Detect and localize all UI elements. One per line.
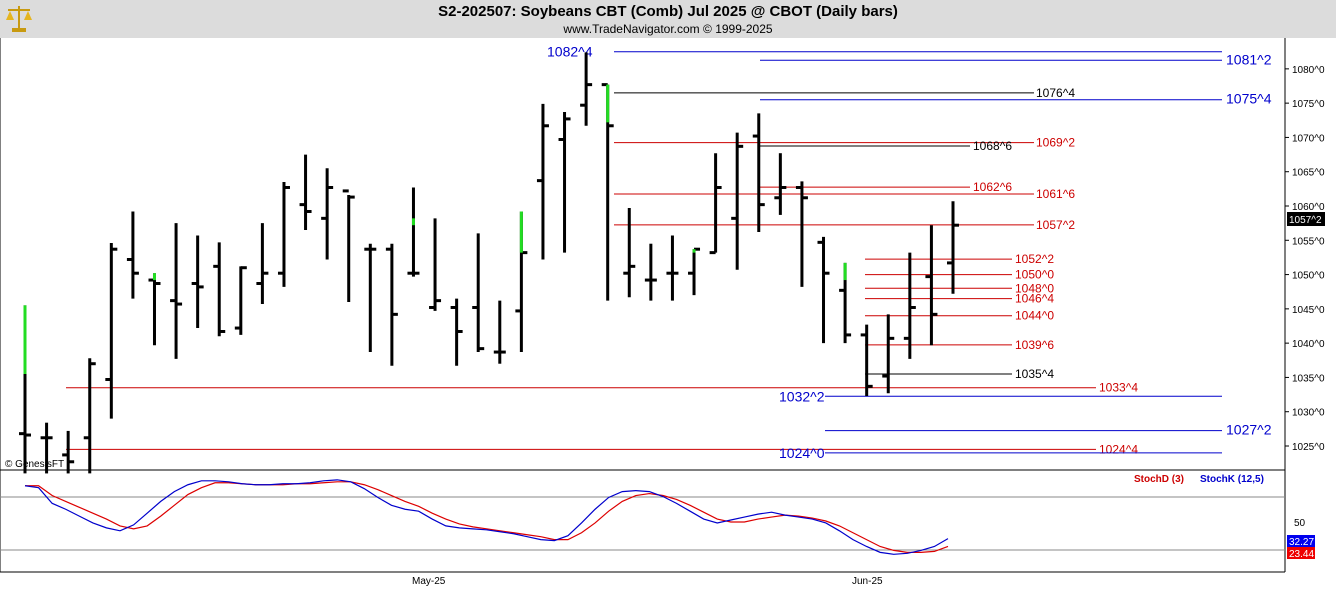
level-label: 1039^6	[1015, 338, 1054, 352]
y-tick-label: 1065^0	[1292, 168, 1325, 179]
stochd-value: 23.44	[1289, 549, 1314, 560]
stochk-value: 32.27	[1289, 537, 1314, 548]
y-tick-label: 1070^0	[1292, 133, 1325, 144]
level-label: 1068^6	[973, 139, 1012, 153]
y-tick-label: 1075^0	[1292, 99, 1325, 110]
level-label: 1075^4	[1226, 91, 1272, 107]
level-label: 1048^0	[1015, 281, 1054, 295]
stochd-legend: StochD (3)	[1134, 474, 1184, 485]
level-label: 1027^2	[1226, 422, 1272, 438]
level-label: 1032^2	[779, 388, 825, 404]
level-label: 1050^0	[1015, 268, 1054, 282]
level-label: 1035^4	[1015, 367, 1054, 381]
current-price-marker	[1287, 212, 1325, 226]
level-label: 1069^2	[1036, 136, 1075, 150]
y-tick-label: 1060^0	[1292, 202, 1325, 213]
stochd-value-marker	[1287, 547, 1315, 559]
chart-title: S2-202507: Soybeans CBT (Comb) Jul 2025 …	[438, 3, 898, 20]
level-label: 1061^6	[1036, 187, 1075, 201]
x-tick-may: May-25	[412, 576, 446, 587]
y-tick-label: 1050^0	[1292, 271, 1325, 282]
level-label: 1081^2	[1226, 51, 1272, 67]
level-label: 1046^4	[1015, 292, 1054, 306]
chart-header: S2-202507: Soybeans CBT (Comb) Jul 2025 …	[0, 0, 1336, 38]
level-lines: 1081^2 1076^4 1075^4 1069^2 1068^6 1062^6 1061…	[66, 44, 1272, 461]
level-label: 1024^0	[779, 445, 825, 461]
stochastic-panel	[24, 479, 949, 555]
chart-subtitle: www.TradeNavigator.com © 1999-2025	[563, 22, 773, 36]
y-tick-label: 1055^0	[1292, 236, 1325, 247]
scales-logo-icon	[6, 6, 32, 32]
stochk-legend: StochK (12,5)	[1200, 474, 1264, 485]
y-tick-label: 1080^0	[1292, 65, 1325, 76]
level-label: 1057^2	[1036, 218, 1075, 232]
y-tick-label: 1040^0	[1292, 339, 1325, 350]
y-tick-label: 1025^0	[1292, 442, 1325, 453]
level-label: 1062^6	[973, 180, 1012, 194]
stochk-value-marker	[1287, 535, 1315, 547]
ohlc-bars	[19, 52, 959, 474]
current-price-label: 1057^2	[1289, 215, 1322, 226]
y-tick-label: 1045^0	[1292, 305, 1325, 316]
price-axis: 1025^0 1030^0 1035^0 1040^0 1045^0 1050^0 1055…	[1285, 65, 1325, 453]
y-tick-label: 1030^0	[1292, 408, 1325, 419]
x-tick-jun: Jun-25	[852, 576, 883, 587]
stochd-line	[25, 481, 949, 553]
level-label: 1024^4	[1099, 442, 1138, 456]
copyright-label: © GenesisFT	[5, 459, 64, 470]
level-label: 1033^4	[1099, 381, 1138, 395]
level-label: 1076^4	[1036, 86, 1075, 100]
level-label: 1082^4	[547, 44, 593, 60]
stochk-line	[24, 479, 949, 555]
y-tick-label: 1035^0	[1292, 373, 1325, 384]
stoch-tick-50: 50	[1294, 518, 1306, 529]
level-label: 1044^0	[1015, 309, 1054, 323]
level-label: 1052^2	[1015, 252, 1054, 266]
